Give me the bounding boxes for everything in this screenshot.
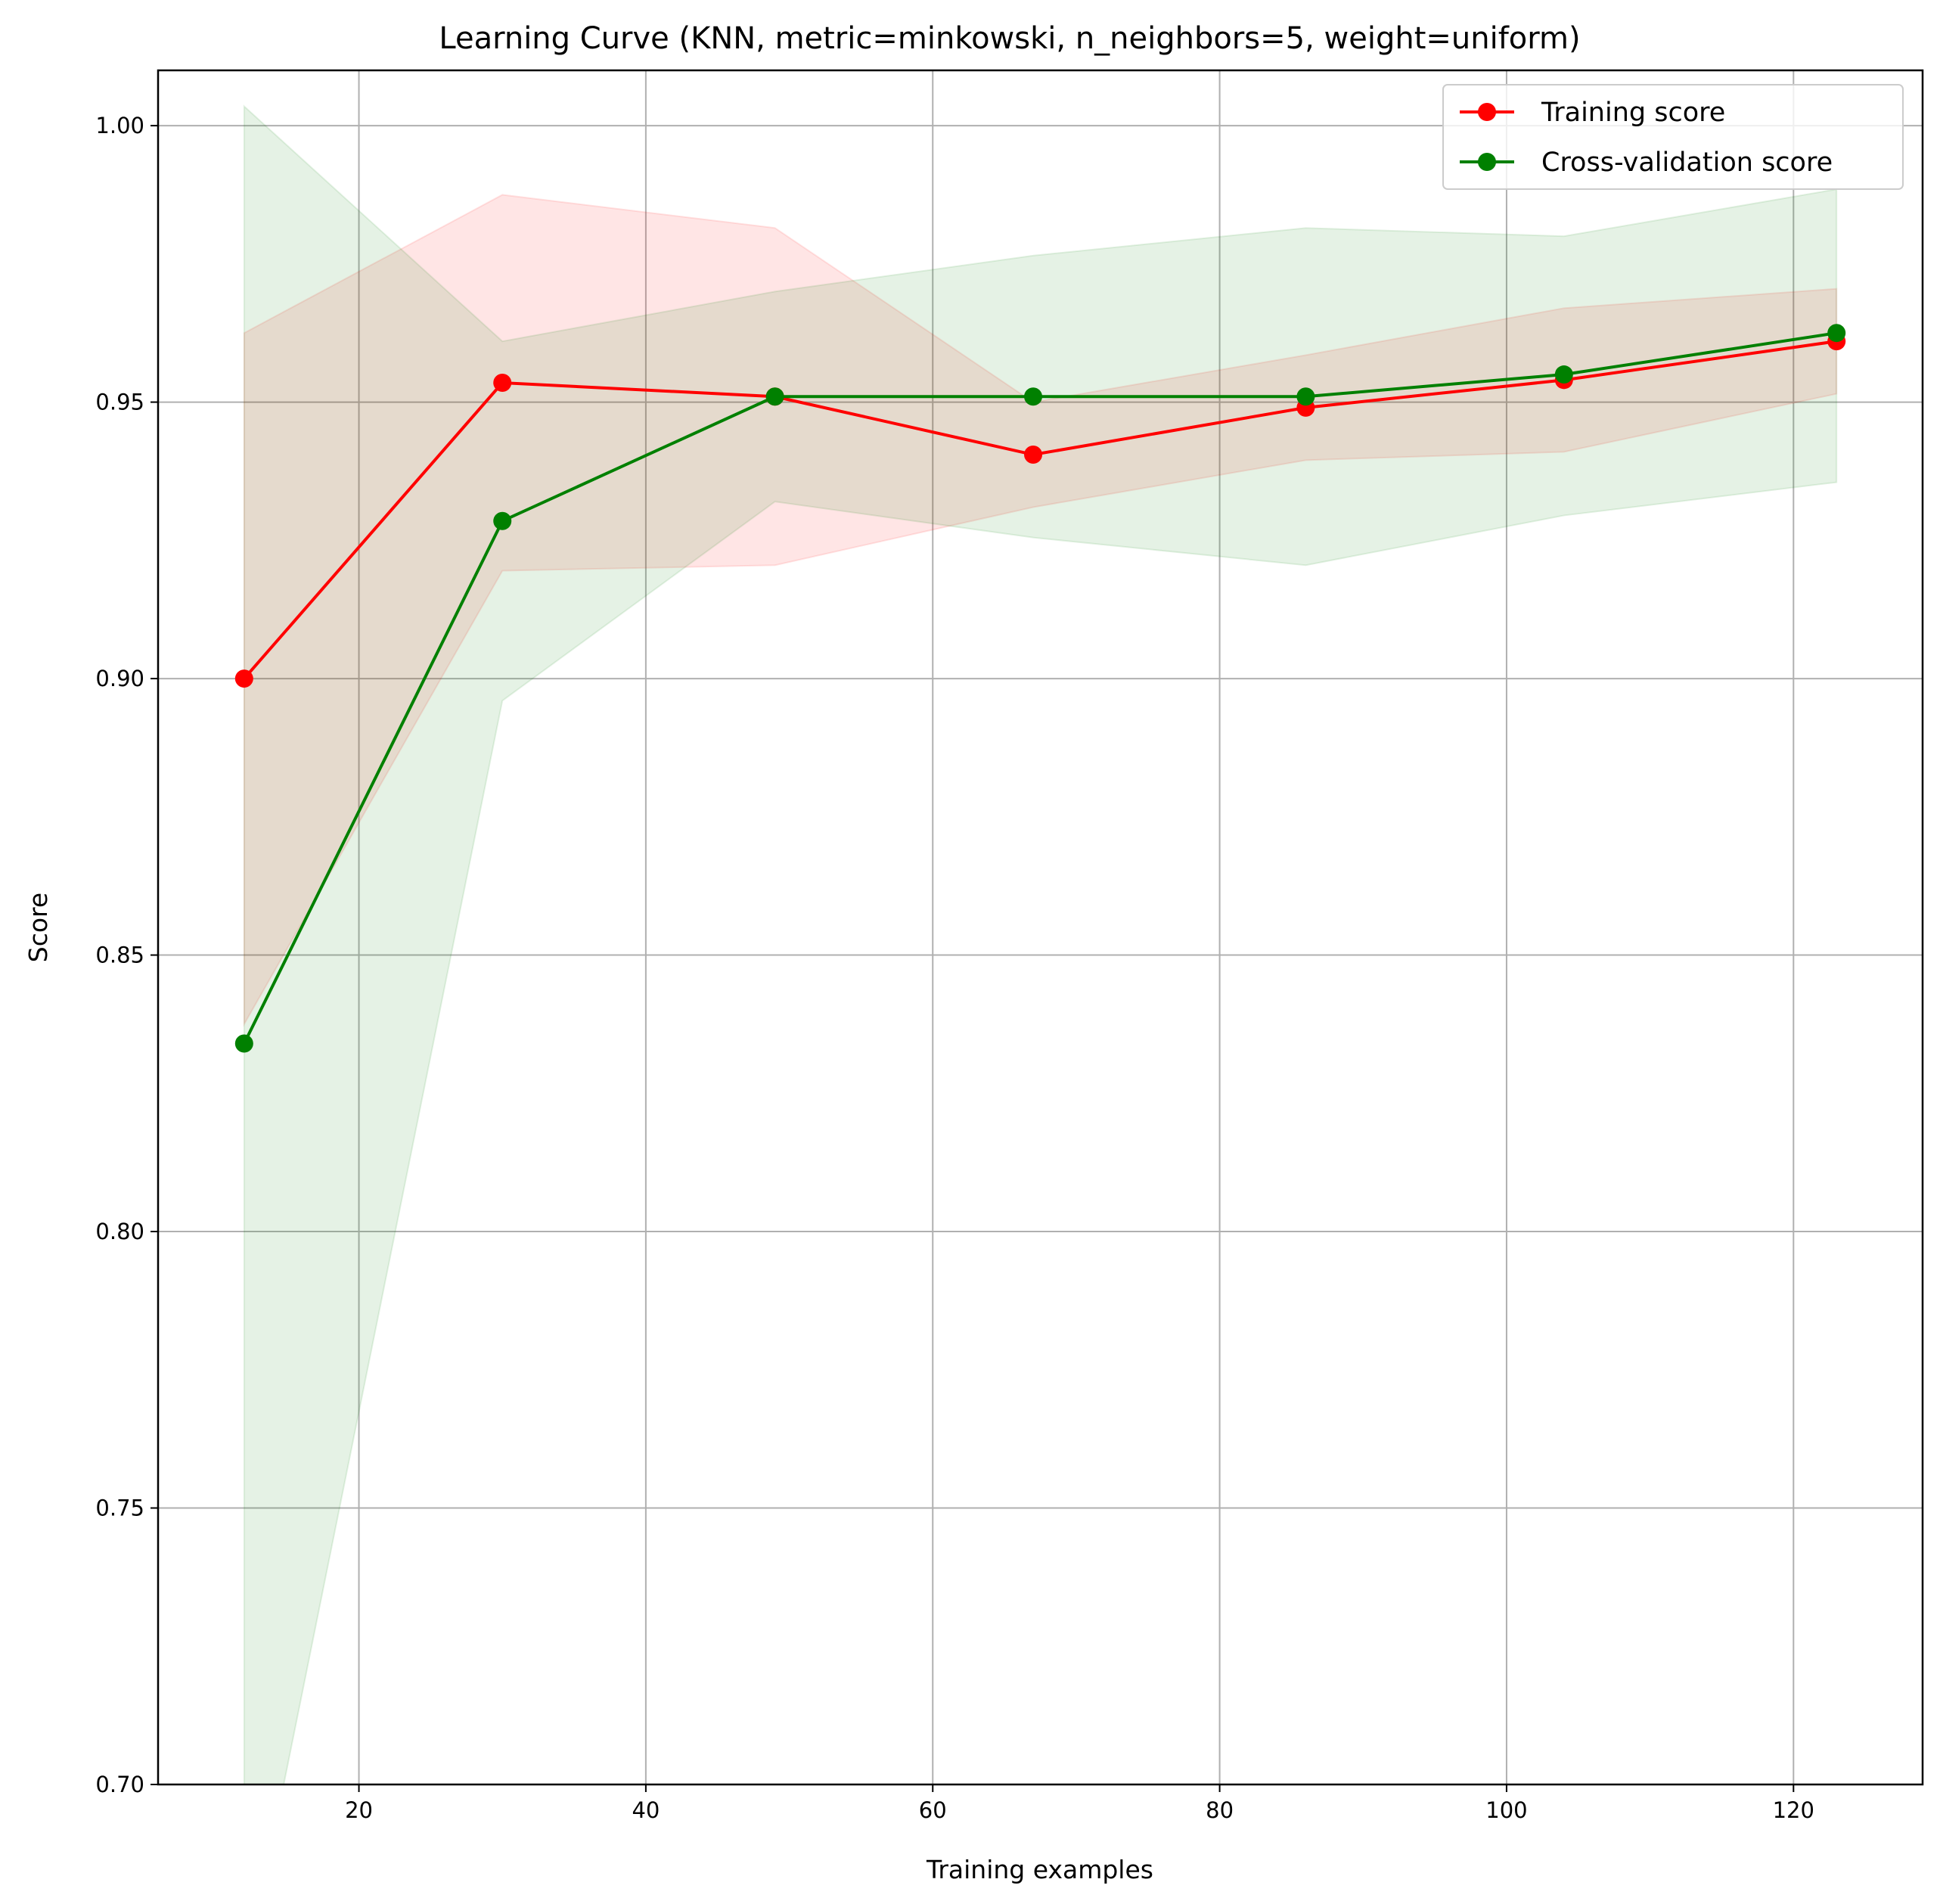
data-point-cross-validation xyxy=(493,511,512,530)
legend-label-cross-validation: Cross-validation score xyxy=(1541,148,1833,178)
x-tick-label: 60 xyxy=(919,1797,947,1823)
data-point-training xyxy=(1024,446,1043,464)
y-tick-label: 0.70 xyxy=(95,1772,144,1797)
confidence-band-cross-validation xyxy=(243,104,1838,1784)
data-point-training xyxy=(493,373,512,392)
legend-marker-training xyxy=(1478,103,1496,121)
y-tick-label: 0.75 xyxy=(95,1496,144,1521)
y-axis-label: Score xyxy=(23,893,53,962)
plot-frame xyxy=(157,69,1924,1786)
y-tick-label: 0.95 xyxy=(95,390,144,415)
data-point-cross-validation xyxy=(1827,324,1846,343)
confidence-bands xyxy=(243,104,1838,1784)
legend-label-training: Training score xyxy=(1541,98,1725,128)
x-tick-label: 80 xyxy=(1206,1797,1234,1823)
x-tick-label: 40 xyxy=(632,1797,660,1823)
legend-box xyxy=(1442,84,1904,190)
y-axis-ticks: 0.70 0.75 0.80 0.85 0.90 0.95 1.00 xyxy=(95,113,158,1797)
data-point-cross-validation xyxy=(234,1034,253,1053)
data-point-cross-validation xyxy=(765,387,784,406)
confidence-band-training xyxy=(243,194,1838,1027)
chart-title: Learning Curve (KNN, metric=minkowski, n… xyxy=(439,21,1580,56)
x-axis-label: Training examples xyxy=(926,1855,1153,1884)
series-markers xyxy=(234,324,1846,1053)
data-point-training xyxy=(234,669,253,688)
legend: Training score Cross-validation score xyxy=(1442,84,1904,190)
y-tick-label: 0.85 xyxy=(95,943,144,968)
y-tick-label: 0.90 xyxy=(95,666,144,691)
data-point-cross-validation xyxy=(1024,387,1043,406)
y-tick-label: 0.80 xyxy=(95,1219,144,1244)
grid xyxy=(158,70,1923,1785)
x-tick-label: 100 xyxy=(1485,1797,1527,1823)
y-tick-label: 1.00 xyxy=(95,113,144,138)
data-point-cross-validation xyxy=(1296,387,1315,406)
data-point-cross-validation xyxy=(1554,365,1573,384)
x-tick-label: 20 xyxy=(345,1797,373,1823)
legend-marker-cross-validation xyxy=(1478,153,1496,171)
x-tick-label: 120 xyxy=(1773,1797,1814,1823)
x-axis-ticks: 20 40 60 80 100 120 xyxy=(345,1784,1814,1823)
